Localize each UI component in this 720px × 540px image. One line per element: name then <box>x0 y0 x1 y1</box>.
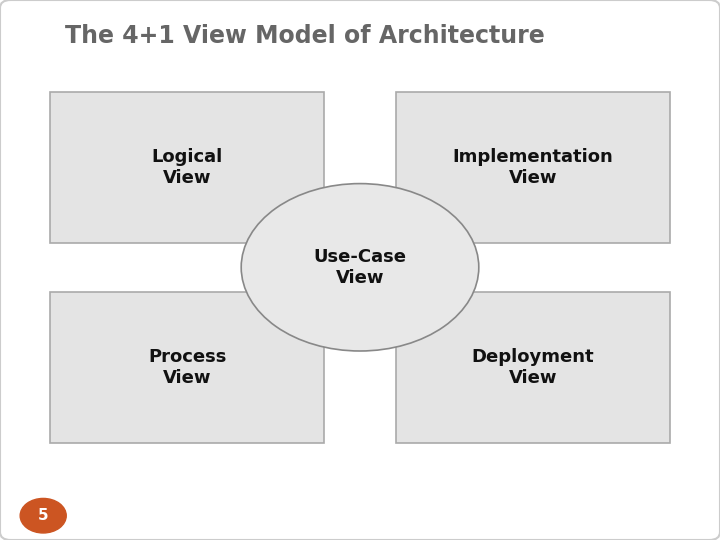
Text: Implementation
View: Implementation View <box>452 148 613 187</box>
Text: The 4+1 View Model of Architecture: The 4+1 View Model of Architecture <box>65 24 544 48</box>
FancyBboxPatch shape <box>50 92 324 243</box>
Text: Deployment
View: Deployment View <box>472 348 594 387</box>
FancyBboxPatch shape <box>50 292 324 443</box>
Ellipse shape <box>241 184 479 351</box>
Circle shape <box>20 498 66 533</box>
Text: Use-Case
View: Use-Case View <box>313 248 407 287</box>
Text: Logical
View: Logical View <box>152 148 222 187</box>
Text: Process
View: Process View <box>148 348 226 387</box>
Text: 5: 5 <box>38 508 48 523</box>
FancyBboxPatch shape <box>396 292 670 443</box>
FancyBboxPatch shape <box>396 92 670 243</box>
